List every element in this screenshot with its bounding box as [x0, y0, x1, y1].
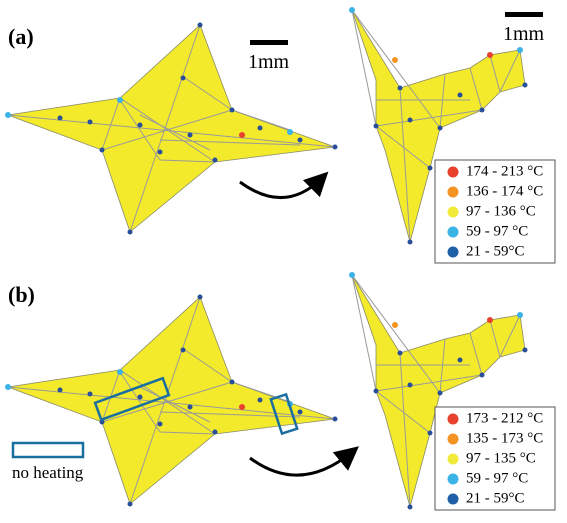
legend-swatch [448, 414, 459, 425]
legend-swatch [448, 454, 459, 465]
legend-swatch [448, 207, 459, 218]
legend-swatch [448, 474, 459, 485]
scale-bar [505, 12, 543, 17]
legend-label: 135 - 173 °C [466, 430, 543, 446]
legend-label: 97 - 136 °C [466, 203, 536, 219]
legend-swatch [448, 167, 459, 178]
legend-label: 97 - 135 °C [466, 450, 536, 466]
legend-swatch [448, 494, 459, 505]
legend: 174 - 213 °C 136 - 174 °C 97 - 136 °C 59 - … [435, 160, 555, 263]
legend-swatch [448, 434, 459, 445]
legend: 173 - 212 °C 135 - 173 °C 97 - 135 °C 59 - … [435, 407, 555, 510]
legend-label: 21 - 59°C [466, 490, 525, 506]
no-heating-key [13, 443, 83, 457]
legend-label: 136 - 174 °C [466, 183, 543, 199]
scale-label: 1mm [503, 23, 545, 45]
legend-label: 21 - 59°C [466, 243, 525, 259]
legend-label: 174 - 213 °C [466, 163, 543, 179]
legend-swatch [448, 227, 459, 238]
panel-label: (a) [8, 24, 34, 49]
panel-label: (b) [8, 282, 35, 307]
scale-bar [250, 40, 288, 45]
legend-label: 59 - 97 °C [466, 470, 528, 486]
legend-label: 59 - 97 °C [466, 223, 528, 239]
annotation: no heating [12, 463, 84, 482]
figure: (a) 1mm 1mm 174 - 213 °C 136 - 174 °C 97 -… [0, 0, 567, 523]
scale-label: 1mm [248, 51, 290, 73]
legend-swatch [448, 247, 459, 258]
arrow [240, 178, 322, 198]
arrow [250, 452, 352, 475]
legend-swatch [448, 187, 459, 198]
legend-label: 173 - 212 °C [466, 410, 543, 426]
